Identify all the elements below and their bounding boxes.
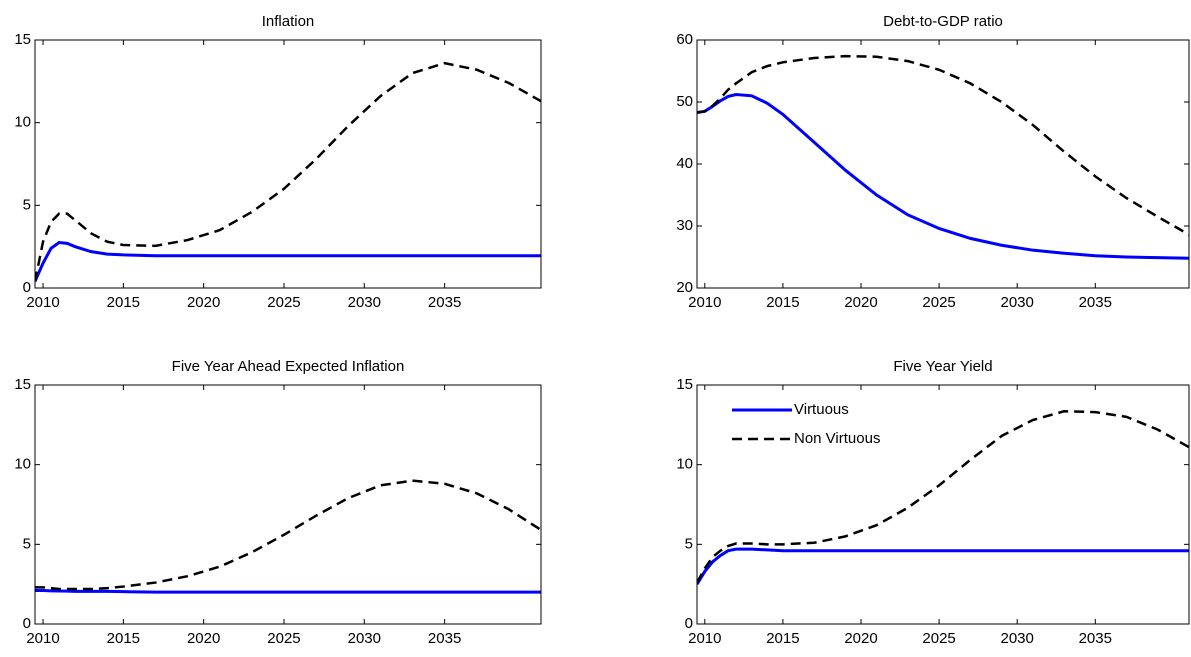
x-tick-label: 2030 bbox=[348, 630, 381, 647]
x-tick-label: 2025 bbox=[922, 630, 955, 647]
y-tick-label: 15 bbox=[14, 376, 31, 393]
x-tick-label: 2010 bbox=[688, 630, 721, 647]
series-line bbox=[697, 93, 1189, 260]
x-tick-label: 2020 bbox=[844, 294, 877, 311]
series-line bbox=[697, 54, 1189, 236]
x-tick-label: 2030 bbox=[1001, 630, 1034, 647]
y-tick-label: 5 bbox=[685, 535, 693, 552]
y-tick-label: 5 bbox=[23, 535, 31, 552]
panel-title: Five Year Yield bbox=[893, 358, 992, 375]
x-tick-label: 2015 bbox=[766, 294, 799, 311]
y-tick-label: 0 bbox=[23, 615, 31, 632]
x-tick-label: 2025 bbox=[922, 294, 955, 311]
series-line bbox=[35, 61, 541, 282]
y-tick-label: 5 bbox=[23, 196, 31, 213]
panel: Five Year Ahead Expected Inflation 0 5 10 15… bbox=[14, 358, 542, 647]
y-tick-label: 10 bbox=[14, 114, 31, 131]
y-tick-label: 10 bbox=[14, 456, 31, 473]
x-tick-label: 2035 bbox=[1079, 630, 1112, 647]
y-tick-label: 15 bbox=[14, 31, 31, 48]
y-tick-label: 60 bbox=[676, 31, 693, 48]
x-tick-label: 2035 bbox=[428, 294, 461, 311]
y-tick-label: 50 bbox=[676, 93, 693, 110]
plot-frame bbox=[696, 384, 1190, 625]
x-tick-label: 2020 bbox=[187, 630, 220, 647]
x-tick-label: 2030 bbox=[1001, 294, 1034, 311]
x-tick-label: 2015 bbox=[107, 294, 140, 311]
y-tick-label: 0 bbox=[685, 615, 693, 632]
x-tick-label: 2025 bbox=[267, 630, 300, 647]
x-tick-label: 2025 bbox=[267, 294, 300, 311]
series-line bbox=[697, 410, 1189, 584]
panel: Five Year Yield 0 5 10 15 2010 2015 2020 2025 203… bbox=[676, 358, 1190, 647]
panel: Inflation 0 5 10 15 2010 2015 2020 2025 2030 2035 bbox=[14, 13, 542, 311]
plot-frame bbox=[34, 384, 542, 625]
x-tick-label: 2010 bbox=[26, 630, 59, 647]
legend-label: Non Virtuous bbox=[794, 430, 880, 447]
x-tick-label: 2010 bbox=[688, 294, 721, 311]
legend-label: Virtuous bbox=[794, 401, 849, 418]
plot-frame bbox=[696, 39, 1190, 289]
x-tick-label: 2020 bbox=[844, 630, 877, 647]
panel-title: Debt-to-GDP ratio bbox=[883, 13, 1003, 30]
x-tick-label: 2015 bbox=[766, 630, 799, 647]
y-tick-label: 15 bbox=[676, 376, 693, 393]
x-tick-label: 2035 bbox=[1079, 294, 1112, 311]
x-tick-label: 2015 bbox=[107, 630, 140, 647]
x-tick-label: 2010 bbox=[26, 294, 59, 311]
y-tick-label: 10 bbox=[676, 456, 693, 473]
series-line bbox=[697, 547, 1189, 585]
y-tick-label: 40 bbox=[676, 155, 693, 172]
panel-title: Five Year Ahead Expected Inflation bbox=[172, 358, 405, 375]
series-line bbox=[35, 479, 541, 591]
x-tick-label: 2020 bbox=[187, 294, 220, 311]
y-tick-label: 20 bbox=[676, 279, 693, 296]
panel-title: Inflation bbox=[262, 13, 315, 30]
series-line bbox=[35, 240, 541, 282]
plot-frame bbox=[34, 39, 542, 289]
y-tick-label: 0 bbox=[23, 279, 31, 296]
series-line bbox=[35, 589, 541, 594]
x-tick-label: 2030 bbox=[348, 294, 381, 311]
x-tick-label: 2035 bbox=[428, 630, 461, 647]
y-tick-label: 30 bbox=[676, 217, 693, 234]
